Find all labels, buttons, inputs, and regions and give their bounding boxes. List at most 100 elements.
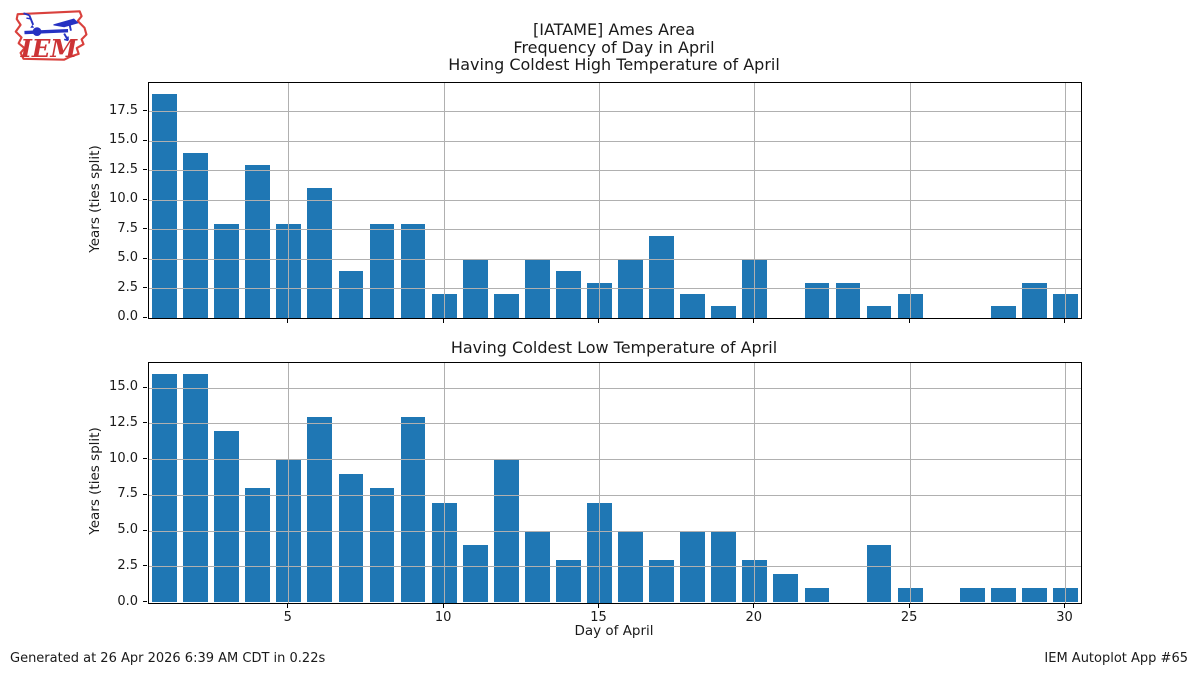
y-tick-label: 5.0 [117, 250, 138, 266]
bar-day-2 [183, 153, 209, 318]
bar-day-24 [866, 306, 892, 318]
y-tick [143, 287, 147, 289]
bar-day-2 [183, 373, 209, 603]
title-chart-bottom: Having Coldest Low Temperature of April [450, 338, 778, 357]
y-tick [143, 228, 147, 230]
bar-day-3 [214, 223, 240, 318]
x-tick-label: 25 [900, 609, 918, 625]
bar-day-27 [959, 588, 985, 603]
y-tick [143, 198, 147, 200]
y-tick-label: 15.0 [109, 379, 138, 395]
chart-coldest-low-plot [148, 361, 1082, 604]
x-tick [1064, 603, 1065, 608]
x-axis-label: Day of April [574, 623, 654, 639]
bar-day-12 [493, 294, 519, 318]
x-tick [753, 603, 755, 608]
v-gridline [909, 83, 911, 318]
bar-day-21 [773, 573, 799, 603]
bar-day-22 [804, 588, 830, 603]
y-tick-label: 0.0 [117, 593, 138, 609]
iowa-outline [14, 10, 88, 61]
x-tick [442, 319, 444, 323]
h-gridline [149, 258, 1081, 260]
h-gridline [149, 494, 1081, 496]
v-gridline [909, 362, 911, 603]
bar-day-7 [338, 270, 364, 318]
y-tick [143, 386, 147, 388]
iem-logo: IEM [14, 10, 88, 63]
app-reference: IEM Autoplot App #65 [1044, 651, 1188, 666]
x-tick [287, 319, 289, 323]
v-gridline [599, 83, 600, 318]
y-tick-label: 2.5 [117, 279, 138, 295]
v-gridline [443, 83, 445, 318]
y-tick-label: 10.0 [109, 191, 138, 207]
y-tick [143, 493, 147, 495]
bar-day-19 [711, 306, 737, 318]
x-tick [908, 603, 910, 608]
y-axis-label-bottom: Years (ties split) [87, 426, 103, 535]
x-tick [442, 603, 444, 608]
bar-day-8 [369, 488, 395, 603]
x-tick-label: 30 [1056, 609, 1073, 625]
h-gridline [149, 566, 1081, 568]
v-gridline [599, 362, 600, 603]
bar-day-18 [680, 294, 706, 318]
y-tick [143, 139, 147, 141]
bar-day-4 [245, 488, 271, 603]
x-tick-label: 20 [745, 609, 763, 625]
chart-coldest-high-plot [148, 82, 1082, 319]
h-gridline [149, 199, 1081, 201]
bar-day-4 [245, 164, 271, 318]
y-tick-label: 7.5 [117, 486, 138, 502]
x-tick [287, 603, 289, 608]
bar-day-1 [152, 373, 177, 603]
bar-day-6 [307, 188, 333, 318]
h-gridline [149, 111, 1081, 113]
bar-day-9 [400, 223, 426, 318]
h-gridline [149, 530, 1081, 532]
x-tick [1064, 319, 1065, 323]
v-gridline [1065, 83, 1066, 318]
generated-timestamp: Generated at 26 Apr 2026 6:39 AM CDT in … [10, 651, 326, 666]
y-tick [143, 257, 147, 259]
y-tick [143, 169, 147, 171]
y-tick [143, 422, 147, 424]
y-tick [143, 601, 147, 602]
x-tick [753, 319, 755, 323]
bar-day-8 [369, 223, 395, 318]
y-tick-label: 7.5 [117, 220, 138, 236]
bar-day-7 [338, 473, 364, 603]
y-tick-label: 2.5 [117, 557, 138, 573]
h-gridline [149, 229, 1081, 231]
y-tick-label: 15.0 [109, 132, 138, 148]
h-gridline [149, 459, 1081, 461]
x-tick [908, 319, 910, 323]
title-station: [IATAME] Ames Area [533, 20, 695, 39]
h-gridline [149, 387, 1081, 389]
y-tick-label: 5.0 [117, 522, 138, 538]
y-tick [143, 458, 147, 460]
v-gridline [754, 83, 756, 318]
y-tick-label: 12.5 [109, 414, 138, 430]
bar-day-11 [462, 545, 488, 603]
title-chart-top: Having Coldest High Temperature of April [448, 55, 780, 74]
bar-day-6 [307, 416, 333, 603]
y-tick [143, 316, 147, 318]
figure-title-block: [IATAME] Ames Area Frequency of Day in A… [148, 21, 1080, 74]
h-gridline [149, 170, 1081, 172]
v-gridline [754, 362, 756, 603]
v-gridline [443, 362, 445, 603]
v-gridline [1065, 362, 1066, 603]
y-tick-label: 17.5 [109, 102, 138, 118]
v-gridline [288, 83, 290, 318]
bar-day-24 [866, 545, 892, 603]
bar-day-3 [214, 431, 240, 603]
y-tick [143, 110, 147, 112]
y-tick-label: 10.0 [109, 450, 138, 466]
bar-day-28 [990, 588, 1016, 603]
y-tick-label: 0.0 [117, 309, 138, 324]
x-tick [598, 319, 599, 323]
h-gridline [149, 423, 1081, 425]
